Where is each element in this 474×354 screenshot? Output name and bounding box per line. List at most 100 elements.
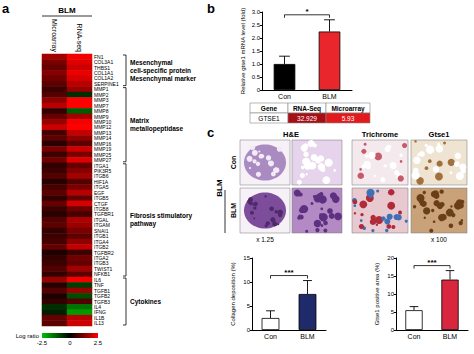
svg-text:c: c [207,125,214,140]
svg-text:0: 0 [391,327,395,333]
svg-text:H&E: H&E [283,130,299,139]
svg-text:5: 5 [391,309,395,315]
svg-text:a: a [2,1,10,16]
svg-text:THBS1: THBS1 [94,64,111,71]
svg-text:Relative gtse1 mRNA level (fol: Relative gtse1 mRNA level (fold) [240,8,246,94]
svg-text:Cytokines: Cytokines [130,298,161,306]
svg-text:***: *** [284,268,294,277]
svg-text:5.93: 5.93 [342,115,355,122]
svg-text:0: 0 [247,327,251,333]
svg-text:HIF1A: HIF1A [94,178,109,185]
svg-text:BLM: BLM [443,333,458,340]
svg-text:Con: Con [230,156,237,170]
svg-text:BLM: BLM [58,6,76,15]
svg-text:Mesenchymal marker: Mesenchymal marker [130,75,197,83]
svg-text:Gtse1 positive area (%): Gtse1 positive area (%) [374,263,380,326]
svg-text:10: 10 [387,291,394,297]
svg-text:ITGB2: ITGB2 [94,244,109,251]
svg-text:COL1A2: COL1A2 [94,75,114,82]
svg-text:b: b [207,1,215,16]
svg-text:SNAI1: SNAI1 [94,227,109,234]
svg-text:MMP3: MMP3 [94,97,109,104]
svg-text:MMP12: MMP12 [94,124,112,131]
svg-text:TGFBR2: TGFBR2 [94,249,114,256]
svg-text:20: 20 [387,255,394,261]
svg-text:COL3A1: COL3A1 [94,59,114,66]
svg-text:MMP2: MMP2 [94,91,109,98]
svg-text:MMP8: MMP8 [94,108,109,115]
svg-text:5: 5 [247,303,251,309]
svg-text:Log ratio: Log ratio [16,333,40,339]
svg-text:Con: Con [278,93,291,100]
svg-text:TGFB1: TGFB1 [94,287,111,294]
svg-text:Matrix: Matrix [130,117,151,124]
svg-text:Con: Con [408,333,421,340]
svg-text:RNA-seq: RNA-seq [75,24,83,53]
svg-text:ITGA4: ITGA4 [94,238,109,245]
svg-text:Trichrome: Trichrome [362,130,398,139]
svg-text:-2.5: -2.5 [37,340,48,346]
svg-text:ITGAM: ITGAM [94,222,110,229]
svg-text:15: 15 [387,273,394,279]
svg-text:TNF: TNF [94,282,104,289]
svg-text:pathway: pathway [130,220,156,228]
svg-text:GTSE1: GTSE1 [258,115,280,122]
svg-text:Microarray: Microarray [50,19,58,53]
svg-text:MMP25: MMP25 [94,151,112,158]
svg-text:15: 15 [243,255,250,261]
svg-text:MMP27: MMP27 [94,157,112,164]
svg-text:SERPINE1: SERPINE1 [94,80,119,87]
svg-text:10: 10 [243,279,250,285]
svg-text:1.5: 1.5 [252,48,261,54]
svg-text:BLM: BLM [215,179,224,197]
svg-text:BLM: BLM [300,333,315,340]
svg-text:MMP7: MMP7 [94,102,109,109]
svg-text:ITGB5: ITGB5 [94,195,109,202]
svg-text:metallopeptidase: metallopeptidase [130,125,183,133]
svg-text:ITGAL: ITGAL [94,216,109,223]
svg-text:MMP14: MMP14 [94,135,112,142]
svg-text:ITGB3: ITGB3 [94,260,109,267]
svg-text:FN1: FN1 [94,53,104,60]
svg-text:0.5: 0.5 [252,74,261,80]
svg-text:MMP13: MMP13 [94,129,112,136]
svg-text:MMP9: MMP9 [94,113,109,120]
svg-text:cell-specific protein: cell-specific protein [130,67,191,75]
svg-text:IL13: IL13 [94,320,104,326]
svg-text:2.5: 2.5 [252,22,261,28]
svg-text:Gtse1: Gtse1 [429,130,450,139]
svg-text:ITGB1: ITGB1 [94,233,109,240]
svg-text:TWIST1: TWIST1 [94,265,113,272]
svg-text:2.5: 2.5 [94,340,103,346]
svg-text:MMP16: MMP16 [94,140,112,147]
svg-text:Con: Con [264,333,277,340]
svg-text:*: * [305,7,309,16]
svg-text:EGF: EGF [94,189,105,196]
svg-text:RNA-Seq: RNA-Seq [293,105,321,113]
svg-text:Gene: Gene [261,105,278,112]
svg-text:x 100: x 100 [431,236,447,243]
svg-text:***: *** [427,258,437,267]
svg-text:IL6: IL6 [94,276,101,283]
svg-text:CTGF: CTGF [94,200,108,207]
svg-text:ITGB6: ITGB6 [94,173,109,180]
svg-text:ITGA1: ITGA1 [94,162,109,169]
svg-text:0: 0 [68,340,72,346]
svg-text:MMP19: MMP19 [94,146,112,153]
svg-text:3.0: 3.0 [252,9,261,15]
svg-text:BLM: BLM [230,203,237,218]
svg-text:2.0: 2.0 [252,35,261,41]
svg-text:TGFBR1: TGFBR1 [94,211,114,218]
svg-text:0: 0 [257,87,261,93]
svg-text:Fibrosis stimulatory: Fibrosis stimulatory [130,212,194,220]
svg-text:NFKB1: NFKB1 [94,271,111,278]
svg-text:MMP1: MMP1 [94,86,109,93]
svg-text:32.929: 32.929 [297,115,317,122]
svg-text:Microarray: Microarray [331,105,365,113]
svg-text:BLM: BLM [322,93,337,100]
svg-text:ITGA5: ITGA5 [94,184,109,191]
svg-text:x 1.25: x 1.25 [256,236,274,243]
svg-text:Collagen deposition (%): Collagen deposition (%) [230,262,236,326]
svg-text:1.0: 1.0 [252,61,261,67]
svg-text:Mesenchymal: Mesenchymal [130,59,174,67]
